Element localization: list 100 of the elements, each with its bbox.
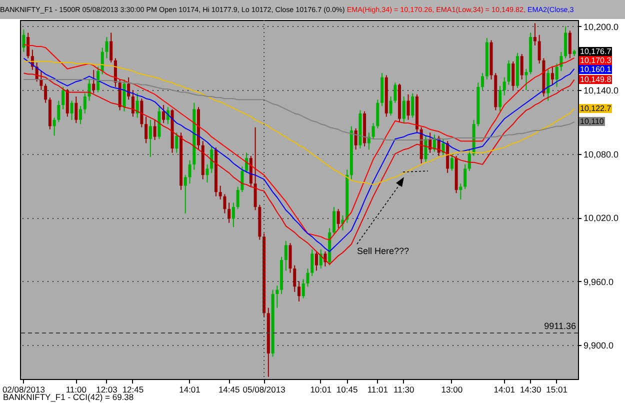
candlestick xyxy=(550,66,554,86)
candlestick xyxy=(136,92,139,118)
x-tick-label: 12:45 xyxy=(122,384,144,394)
candlestick xyxy=(555,63,558,88)
candlestick xyxy=(52,117,56,136)
text: 10,176.7 xyxy=(580,46,612,56)
candlestick xyxy=(411,92,414,118)
y-tick-label: 9,900.0 xyxy=(584,340,614,351)
candlestick xyxy=(96,66,100,93)
candlestick xyxy=(184,174,187,214)
candlestick xyxy=(175,132,178,154)
candlestick xyxy=(79,106,82,125)
x-tick-label: 14:30 xyxy=(520,384,542,394)
data-label: 10,149.8 xyxy=(579,75,612,84)
candlestick xyxy=(44,83,48,104)
y-tick-label: 10,020.0 xyxy=(584,213,619,224)
candlestick xyxy=(389,96,392,116)
candlestick xyxy=(74,96,78,124)
candlestick xyxy=(568,30,572,59)
candlestick xyxy=(406,94,410,120)
candlestick xyxy=(83,92,86,114)
candlestick xyxy=(62,86,65,110)
candlestick xyxy=(245,152,248,174)
candlestick xyxy=(538,34,541,64)
candlestick xyxy=(210,146,214,174)
candlestick xyxy=(481,72,484,91)
x-tick-label: 15:01 xyxy=(546,384,568,394)
text: BANKNIFTY_F1 - CCI(42) = 69.38 xyxy=(3,392,134,402)
candlestick xyxy=(148,119,152,158)
candlestick xyxy=(336,208,340,229)
candlestick xyxy=(40,70,43,91)
candlestick xyxy=(402,96,406,124)
candlestick xyxy=(284,240,288,272)
x-tick-label: 11:30 xyxy=(394,384,414,394)
y-tick-label: 10,080.0 xyxy=(584,149,619,160)
y-tick-label: 10,200.0 xyxy=(584,22,619,32)
candlestick xyxy=(223,194,226,214)
candlestick xyxy=(66,88,69,118)
candlestick xyxy=(162,104,166,124)
candlestick xyxy=(92,69,96,94)
candlestick xyxy=(520,53,524,80)
candlestick xyxy=(354,128,358,150)
candlestick xyxy=(314,251,318,272)
candlestick xyxy=(153,119,156,141)
candlestick xyxy=(298,280,300,302)
candlestick xyxy=(100,47,104,75)
candlestick xyxy=(450,153,454,172)
candlestick xyxy=(376,99,380,129)
ref-line-label: 9911.36 xyxy=(544,320,576,331)
annotation: Sell Here??? xyxy=(357,246,410,256)
candlestick xyxy=(206,164,209,184)
candlestick xyxy=(236,186,240,210)
candlestick xyxy=(140,98,144,128)
y-tick-label: 10,140.0 xyxy=(584,86,619,96)
data-label: 10,170.3 xyxy=(579,56,612,65)
candlestick xyxy=(105,36,108,59)
candlestick xyxy=(127,76,130,100)
candlestick xyxy=(464,164,467,190)
candlestick xyxy=(564,26,568,59)
x-tick-label: 12:03 xyxy=(96,384,118,394)
x-tick-label: 11:01 xyxy=(367,384,388,394)
x-tick-label: 14:01 xyxy=(179,384,201,394)
candlestick xyxy=(228,202,231,224)
candlestick xyxy=(232,202,235,228)
candlestick xyxy=(533,22,536,46)
y-tick-label: 9,960.0 xyxy=(584,276,614,287)
x-tick-label: 02/08/2013 xyxy=(2,384,46,394)
candlestick xyxy=(70,100,74,120)
candlestick xyxy=(498,85,502,112)
candlestick xyxy=(288,242,292,274)
candlestick xyxy=(459,183,462,200)
candlestick xyxy=(26,32,30,59)
candlestick xyxy=(188,160,192,184)
x-tick-label: 10:01 xyxy=(310,384,332,394)
x-tick-label: 11:00 xyxy=(66,384,87,394)
candlestick xyxy=(110,32,113,63)
candlestick xyxy=(310,248,314,276)
candlestick xyxy=(131,90,134,118)
candlestick xyxy=(293,264,296,292)
candlestick xyxy=(332,206,336,236)
candlestick xyxy=(218,185,222,200)
candlestick xyxy=(240,166,244,193)
candlestick xyxy=(276,285,279,308)
x-tick-label: 05/08/2013 xyxy=(242,384,286,394)
candlestick xyxy=(306,268,310,288)
candlestick xyxy=(502,76,506,96)
candlestick xyxy=(144,116,148,144)
candlestick xyxy=(524,68,528,91)
candlestick xyxy=(394,82,397,104)
x-tick-label: 10:45 xyxy=(336,384,358,394)
candlestick xyxy=(507,60,510,86)
candlestick xyxy=(468,149,471,172)
candlestick xyxy=(442,138,445,156)
candlestick xyxy=(57,100,60,122)
x-tick-label: 14:01 xyxy=(494,384,516,394)
candlestick xyxy=(372,122,375,140)
candlestick xyxy=(512,60,515,91)
candlestick xyxy=(254,126,257,211)
candlestick xyxy=(319,248,322,270)
data-label: 10,122.7 xyxy=(579,104,612,113)
